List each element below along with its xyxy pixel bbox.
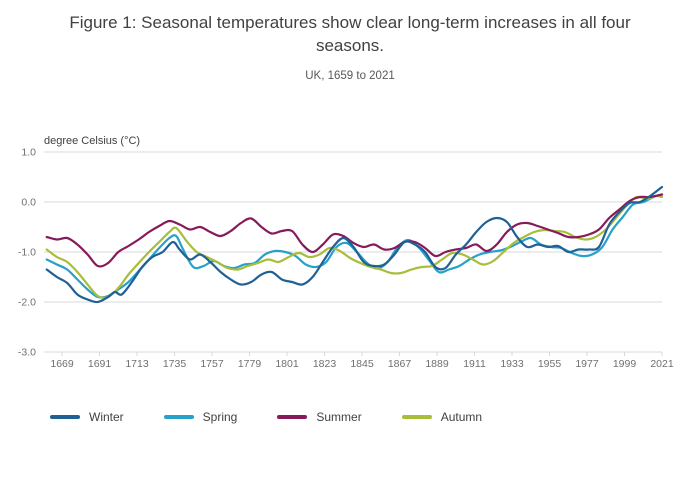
svg-text:-3.0: -3.0 [18, 347, 36, 359]
legend-swatch-summer [277, 415, 308, 419]
legend-item-winter[interactable]: Winter [50, 410, 124, 424]
chart-canvas: degree Celsius (°C) 1.0 0.0 -1.0 -2.0 -3.0 166… [18, 135, 674, 370]
figure-subtitle: UK, 1659 to 2021 [305, 69, 395, 82]
svg-text:1735: 1735 [163, 358, 187, 370]
svg-text:1713: 1713 [125, 358, 149, 370]
svg-text:1933: 1933 [500, 358, 524, 370]
legend-swatch-winter [50, 415, 80, 419]
legend-item-autumn[interactable]: Autumn [401, 410, 483, 424]
figure-container: Figure 1: Seasonal temperatures show cle… [0, 0, 700, 424]
svg-text:-2.0: -2.0 [18, 297, 36, 309]
legend-swatch-autumn [401, 415, 432, 419]
svg-text:1669: 1669 [50, 358, 74, 370]
svg-text:1823: 1823 [313, 358, 337, 370]
svg-text:1845: 1845 [350, 358, 374, 370]
svg-text:1779: 1779 [238, 358, 262, 370]
svg-text:0.0: 0.0 [21, 197, 36, 209]
svg-text:2021: 2021 [650, 358, 674, 370]
svg-text:1911: 1911 [463, 358, 486, 370]
svg-text:1801: 1801 [275, 358, 299, 370]
svg-text:1955: 1955 [538, 358, 562, 370]
chart-legend: Winter Spring Summer Autumn [50, 410, 482, 424]
legend-label-summer: Summer [316, 410, 362, 424]
legend-swatch-spring [163, 415, 194, 419]
legend-item-summer[interactable]: Summer [277, 410, 362, 424]
legend-label-winter: Winter [89, 410, 124, 424]
line-chart: degree Celsius (°C) 1.0 0.0 -1.0 -2.0 -3.0 166… [0, 130, 700, 390]
svg-text:degree Celsius (°C): degree Celsius (°C) [44, 135, 140, 147]
svg-text:1.0: 1.0 [21, 147, 36, 159]
svg-text:1889: 1889 [425, 358, 449, 370]
legend-label-spring: Spring [202, 410, 238, 424]
svg-text:1867: 1867 [388, 358, 412, 370]
svg-text:1977: 1977 [575, 358, 599, 370]
legend-item-spring[interactable]: Spring [163, 410, 238, 424]
svg-text:1757: 1757 [200, 358, 224, 370]
legend-label-autumn: Autumn [440, 410, 483, 424]
svg-text:1691: 1691 [88, 358, 112, 370]
svg-text:-1.0: -1.0 [18, 247, 36, 259]
svg-text:1999: 1999 [613, 358, 637, 370]
figure-title: Figure 1: Seasonal temperatures show cle… [69, 13, 631, 55]
